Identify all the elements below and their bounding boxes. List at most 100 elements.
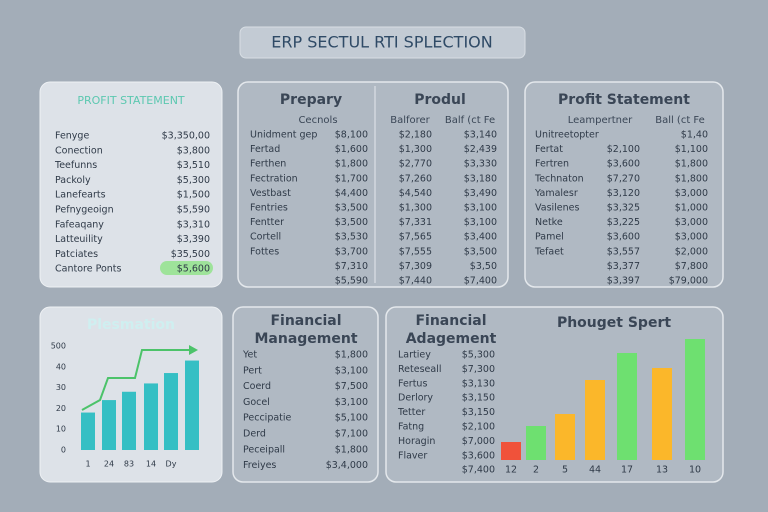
text: $2,180: [399, 130, 432, 141]
text: Patciates: [55, 249, 98, 260]
text: $3,225: [607, 217, 640, 228]
text: Fertat: [535, 144, 563, 155]
text: Fertus: [398, 378, 427, 389]
text: 83: [124, 460, 134, 469]
bar: [585, 380, 605, 460]
text: $5,300: [462, 350, 495, 361]
text: $3,700: [335, 246, 368, 257]
text: Adagement: [406, 331, 497, 347]
title-pill: [239, 26, 526, 59]
text: Ferthen: [250, 159, 286, 170]
text: Management: [254, 331, 357, 347]
text: $2,100: [462, 422, 495, 433]
text: Balforer: [390, 115, 430, 126]
text: $1,800: [675, 159, 708, 170]
text: $3,600: [462, 450, 495, 461]
text: $3,100: [335, 397, 368, 408]
text: Latteuility: [55, 234, 103, 245]
panel: [237, 81, 509, 288]
text: Fertren: [535, 159, 569, 170]
text: $3,390: [177, 234, 210, 245]
panel: [232, 306, 379, 483]
text: $3,4,000: [326, 460, 368, 471]
y-tick-label: 500: [51, 342, 66, 351]
text: $1,300: [399, 144, 432, 155]
text: $2,100: [607, 144, 640, 155]
bar: [122, 391, 136, 450]
text: Cantore Ponts: [55, 264, 122, 275]
bar: [164, 373, 178, 450]
text: 44: [589, 465, 601, 476]
text: Fafeaqany: [55, 219, 104, 230]
text: Coerd: [243, 381, 271, 392]
text: Fottes: [250, 246, 279, 257]
panel: [524, 81, 724, 288]
text: Vestbast: [250, 188, 291, 199]
text: 2: [533, 465, 539, 476]
text: $7,300: [462, 364, 495, 375]
text: $1,000: [675, 203, 708, 214]
text: Pefnygeoign: [55, 205, 114, 216]
text: $1,300: [399, 203, 432, 214]
arrow-head: [189, 345, 198, 355]
text: Prepary: [280, 92, 342, 108]
text: $35,500: [171, 249, 210, 260]
text: $7,440: [399, 276, 432, 287]
text: $3,140: [464, 130, 497, 141]
text: $7,260: [399, 173, 432, 184]
text: $5,300: [177, 175, 210, 186]
text: Horagin: [398, 436, 435, 447]
y-tick-label: 10: [56, 425, 66, 434]
trend-line: [81, 349, 190, 411]
bar: [526, 426, 546, 460]
text: $3,600: [607, 232, 640, 243]
text: Ball (ct Fe: [655, 115, 705, 126]
bar: [185, 360, 199, 450]
text: Pert: [243, 365, 262, 376]
text: $3,400: [464, 232, 497, 243]
text: $2,439: [464, 144, 497, 155]
text: $1,800: [335, 350, 368, 361]
text: $3,800: [177, 145, 210, 156]
bar: [102, 400, 116, 450]
text: $3,500: [335, 217, 368, 228]
text: $4,400: [335, 188, 368, 199]
text: Financial: [270, 313, 341, 329]
text: Netke: [535, 217, 563, 228]
text: Produl: [414, 92, 466, 108]
text: Conection: [55, 145, 103, 156]
page-title: ERP SECTUL RTI SPLECTION: [271, 33, 492, 52]
text: $5,590: [335, 276, 368, 287]
text: $2,770: [399, 159, 432, 170]
text: $7,500: [335, 381, 368, 392]
text: $5,100: [335, 413, 368, 424]
text: $7,565: [399, 232, 432, 243]
text: Peceipall: [243, 444, 285, 455]
bar: [555, 414, 575, 460]
text: PROFIT STATEMENT: [77, 94, 185, 107]
bar: [685, 339, 705, 460]
text: Flaver: [398, 450, 427, 461]
text: $1,700: [335, 173, 368, 184]
text: Unitreetopter: [535, 130, 599, 141]
text: $3,180: [464, 173, 497, 184]
text: $5,600: [177, 264, 210, 275]
text: Cecnols: [298, 115, 337, 126]
text: Tetter: [397, 407, 425, 418]
text: $7,400: [462, 465, 495, 476]
text: $7,100: [335, 429, 368, 440]
text: $3,100: [464, 203, 497, 214]
text: $3,100: [464, 217, 497, 228]
text: Peccipatie: [243, 413, 292, 424]
text: $79,000: [669, 276, 708, 287]
text: Phouget Spert: [557, 315, 671, 331]
highlight: [160, 261, 213, 275]
text: $8,100: [335, 130, 368, 141]
text: $3,150: [462, 407, 495, 418]
text: $1,500: [177, 190, 210, 201]
text: Fatng: [398, 422, 424, 433]
text: $3,490: [464, 188, 497, 199]
text: Tefaet: [534, 246, 564, 257]
